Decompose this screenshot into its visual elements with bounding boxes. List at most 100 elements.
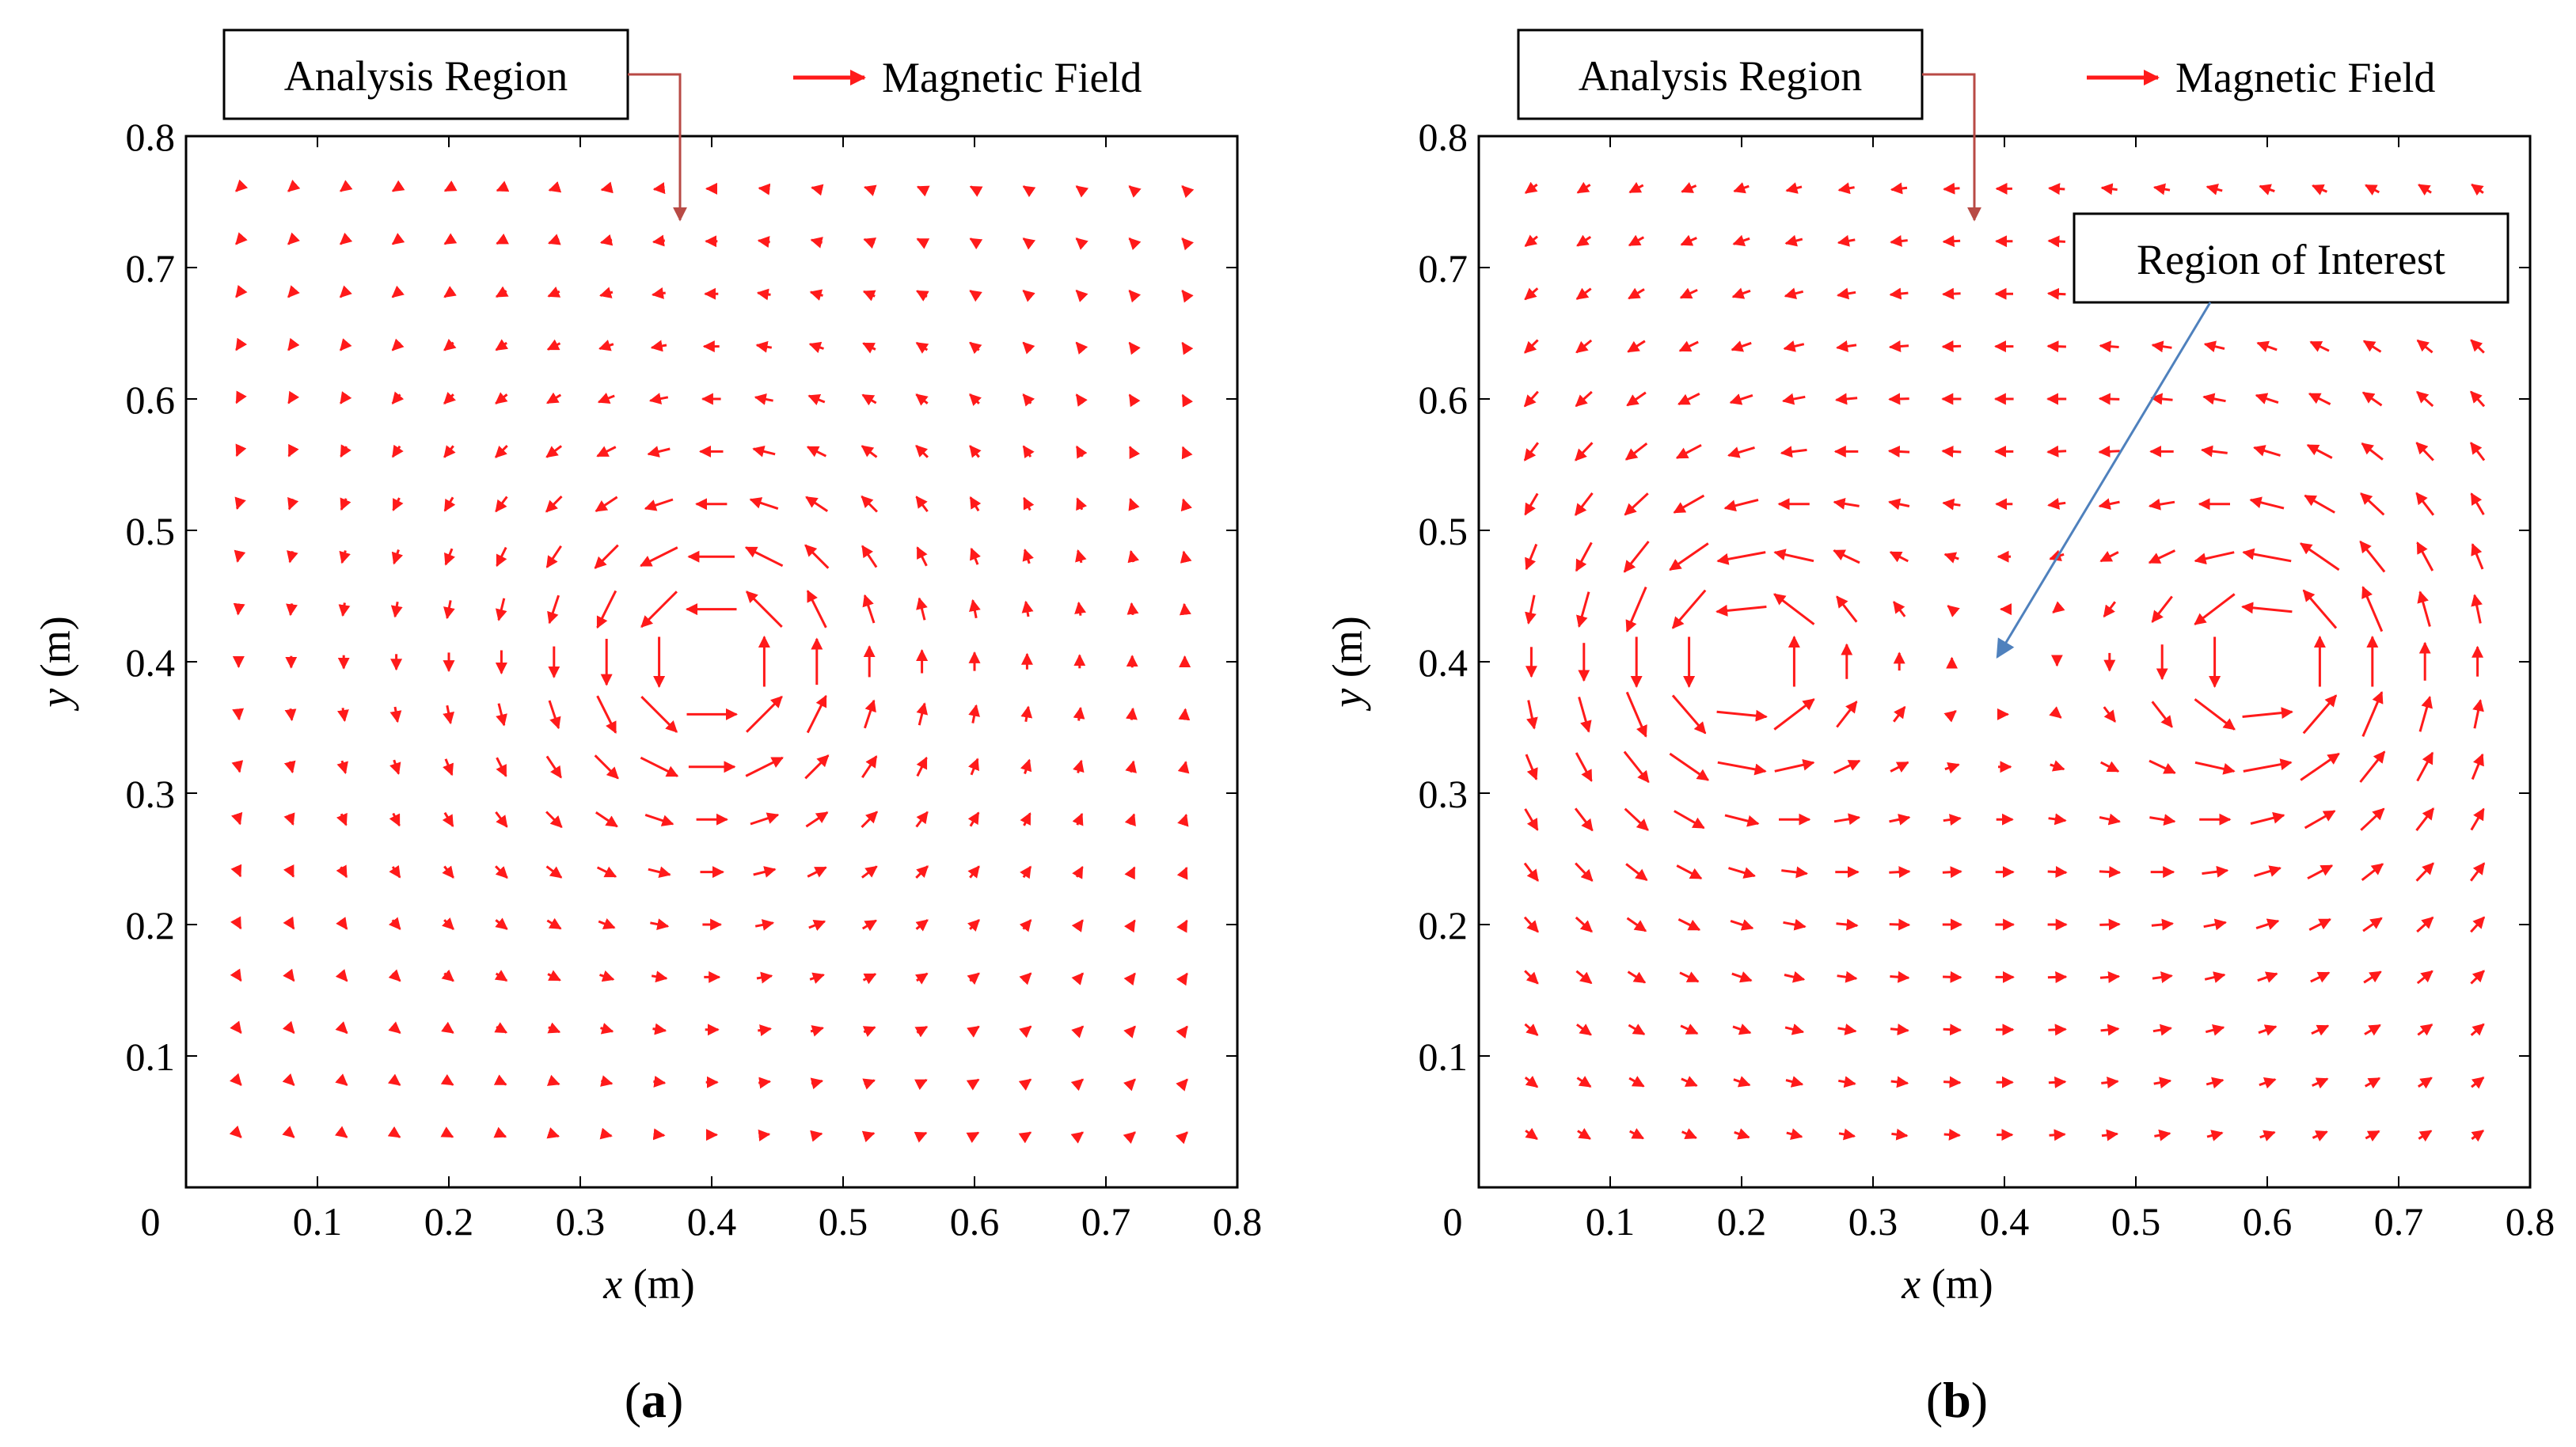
field-vector — [1178, 708, 1191, 721]
field-vector — [2309, 340, 2330, 352]
field-vector — [1941, 446, 1962, 458]
field-vector — [443, 233, 458, 245]
field-vector — [1022, 393, 1035, 407]
field-vector — [230, 864, 242, 878]
field-vector — [1728, 867, 1756, 879]
field-vector — [2194, 698, 2236, 731]
field-vector — [1716, 551, 1766, 565]
field-vector — [969, 496, 982, 512]
field-vector — [493, 1074, 507, 1086]
field-vector — [1574, 807, 1594, 832]
field-vector — [2471, 183, 2484, 196]
field-vector — [1576, 1076, 1592, 1088]
field-vector — [1774, 758, 1815, 773]
field-vector — [599, 1127, 613, 1140]
field-vector — [2100, 761, 2120, 773]
field-vector — [390, 601, 403, 618]
field-vector — [1181, 393, 1193, 408]
y-axis-variable: y — [1324, 689, 1371, 712]
field-vector — [336, 760, 348, 774]
field-vector — [1943, 1128, 1961, 1141]
field-vector — [806, 694, 827, 734]
field-vector — [1680, 1024, 1699, 1035]
field-vector — [2361, 863, 2384, 881]
field-vector — [1578, 697, 1592, 733]
field-vector — [915, 919, 929, 932]
field-vector — [2312, 184, 2327, 196]
field-vector — [2047, 970, 2068, 983]
analysis-region-box — [222, 28, 629, 120]
field-vector — [2050, 760, 2065, 772]
field-vector — [1836, 340, 1857, 352]
field-vector — [335, 1021, 348, 1035]
field-vector — [650, 340, 667, 352]
field-vector — [1943, 182, 1960, 195]
field-vector — [287, 443, 299, 458]
field-vector — [1838, 1076, 1856, 1088]
field-vector — [547, 286, 561, 298]
field-vector — [1724, 814, 1760, 827]
field-vector — [233, 602, 245, 616]
field-vector — [1123, 1131, 1136, 1144]
field-vector — [2049, 1129, 2066, 1141]
field-vector — [1889, 813, 1911, 826]
field-vector — [388, 917, 401, 930]
field-vector — [1124, 813, 1136, 827]
field-vector — [1524, 181, 1538, 194]
field-vector — [1022, 445, 1035, 459]
field-vector — [2194, 551, 2235, 565]
field-vector — [746, 696, 783, 733]
field-vector — [2254, 865, 2282, 878]
field-vector — [391, 444, 404, 458]
field-vector — [1575, 287, 1592, 300]
field-vector — [495, 917, 508, 930]
field-vector — [495, 811, 508, 828]
field-vector — [1943, 552, 1959, 564]
field-vector — [2148, 498, 2175, 511]
field-vector — [600, 1075, 614, 1087]
field-vector — [1889, 551, 1909, 563]
field-vector — [230, 1020, 242, 1034]
field-vector — [493, 1126, 507, 1138]
field-vector — [2098, 498, 2120, 511]
field-vector — [1523, 390, 1539, 408]
field-vector — [652, 234, 665, 247]
field-vector — [861, 755, 878, 779]
field-vector — [863, 699, 876, 729]
field-vector — [808, 341, 824, 354]
field-vector — [1833, 549, 1860, 564]
field-vector — [1128, 237, 1142, 251]
field-vector — [862, 594, 876, 624]
field-vector — [1675, 443, 1702, 459]
field-vector — [1524, 808, 1539, 831]
field-vector — [2257, 971, 2278, 983]
field-vector — [1773, 593, 1815, 625]
field-vector — [2359, 540, 2386, 573]
field-vector — [2047, 498, 2066, 510]
field-vector — [548, 180, 562, 193]
axis-ticks — [186, 135, 1238, 1187]
field-vector — [2259, 184, 2275, 196]
field-vector — [1524, 1075, 1539, 1088]
field-vector — [1123, 1025, 1136, 1039]
field-vector — [2417, 1024, 2434, 1036]
field-vector — [861, 445, 878, 458]
field-vector — [969, 290, 982, 302]
field-vector — [1020, 865, 1032, 879]
x-tick-label: 0.1 — [293, 1199, 343, 1244]
field-vector — [545, 545, 562, 568]
field-vector — [758, 1077, 772, 1089]
region-of-interest-box — [2073, 212, 2510, 304]
field-vector — [804, 754, 830, 780]
y-tick-label: 0.8 — [126, 115, 176, 159]
field-vector — [1783, 340, 1805, 352]
field-vector — [1731, 340, 1752, 352]
field-vector — [1628, 1076, 1645, 1088]
field-vector — [2242, 548, 2292, 563]
field-vector — [914, 1025, 929, 1038]
analysis-region-box — [1517, 28, 1924, 120]
field-vector — [2361, 691, 2384, 737]
field-vector — [2470, 970, 2485, 985]
field-vector — [1674, 810, 1705, 830]
x-tick-label: 0.7 — [1081, 1199, 1131, 1244]
